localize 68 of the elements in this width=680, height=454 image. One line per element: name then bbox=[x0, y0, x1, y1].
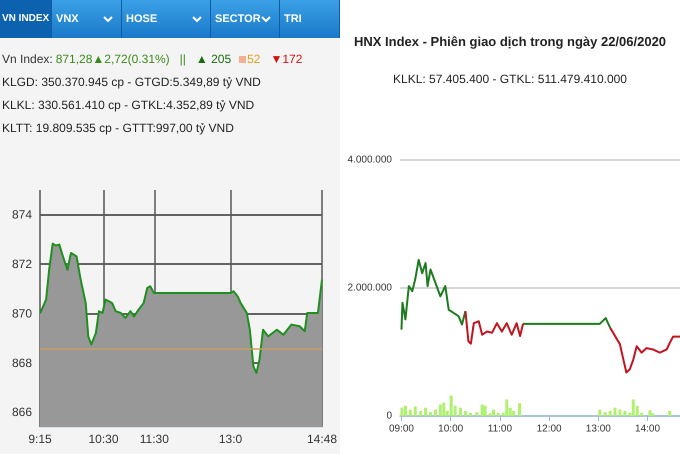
bar bbox=[598, 410, 602, 416]
bar bbox=[618, 410, 622, 416]
bar bbox=[404, 406, 407, 416]
x-tick-label: 13:0 bbox=[218, 432, 243, 446]
x-tick-label: 13:00 bbox=[586, 424, 612, 434]
text: 871,28▲2,72(0.31%) bbox=[56, 52, 170, 66]
y-tick-label: 2.000.000 bbox=[348, 282, 392, 294]
x-tick-label: 12:00 bbox=[536, 424, 562, 434]
bar bbox=[450, 396, 453, 416]
bar bbox=[614, 408, 617, 416]
chart-subtitle: KLKL: 57.405.400 - GTKL: 511.479.410.000 bbox=[393, 72, 628, 86]
bar bbox=[648, 410, 652, 416]
text: ▲ 205 bbox=[196, 52, 232, 66]
y-tick-label: 868 bbox=[12, 356, 32, 370]
bar bbox=[488, 413, 492, 416]
bar bbox=[468, 412, 472, 416]
bar bbox=[518, 403, 522, 416]
text: Vn Index: bbox=[2, 52, 53, 66]
y-tick-label: 0 bbox=[386, 410, 392, 422]
text: VNX bbox=[56, 13, 79, 25]
bar bbox=[414, 406, 417, 416]
chart-title: HNX Index - Phiên giao dịch trong ngày 22/06/2020 bbox=[354, 34, 666, 49]
bar bbox=[424, 408, 428, 416]
bar bbox=[459, 408, 462, 416]
text: KLKL: 330.561.410 cp - GTKL:4.352,89 tỷ VND bbox=[2, 98, 254, 112]
bar bbox=[419, 410, 422, 416]
bar bbox=[505, 399, 508, 416]
bar bbox=[475, 412, 478, 416]
text: TRI bbox=[284, 13, 302, 25]
bar bbox=[434, 410, 437, 416]
bar bbox=[480, 404, 484, 416]
x-tick-label: 9:15 bbox=[28, 432, 52, 446]
bar bbox=[668, 410, 672, 416]
bar bbox=[608, 410, 612, 416]
bar bbox=[492, 410, 495, 416]
y-tick-label: 866 bbox=[12, 405, 32, 420]
text: VN INDEX bbox=[2, 13, 50, 24]
bar bbox=[408, 410, 412, 416]
bar bbox=[604, 412, 607, 416]
x-tick-label: 11:00 bbox=[488, 424, 512, 434]
y-tick-label: 4.000.000 bbox=[348, 154, 392, 166]
text: SECTOR bbox=[215, 13, 261, 25]
bar bbox=[484, 406, 487, 416]
bar bbox=[400, 408, 404, 416]
x-tick-label: 14:00 bbox=[635, 424, 660, 434]
bar bbox=[496, 412, 500, 416]
bar bbox=[512, 410, 516, 416]
x-tick-label: 09:00 bbox=[388, 424, 414, 434]
text: 52 bbox=[247, 52, 260, 66]
text: KLTT: 19.809.535 cp - GTTT:997,00 tỷ VND bbox=[2, 121, 234, 135]
x-tick-label: 10:30 bbox=[88, 432, 119, 446]
bar bbox=[623, 410, 626, 416]
bar bbox=[442, 402, 446, 416]
bar bbox=[632, 399, 635, 416]
bar bbox=[464, 410, 467, 416]
bar bbox=[438, 404, 442, 416]
text: KLGD: 350.370.945 cp - GTGD:5.349,89 tỷ VND bbox=[2, 75, 261, 89]
x-tick-label: 11:30 bbox=[140, 432, 170, 446]
y-tick-label: 872 bbox=[12, 257, 32, 272]
bar bbox=[429, 412, 432, 416]
text: || bbox=[180, 52, 186, 66]
x-tick-label: 10:00 bbox=[438, 424, 464, 434]
y-tick-label: 870 bbox=[12, 306, 32, 320]
text: ▼172 bbox=[270, 52, 302, 66]
x-tick-label: 14:48 bbox=[306, 432, 338, 446]
y-tick-label: 874 bbox=[12, 208, 32, 222]
bar bbox=[651, 413, 654, 416]
text: HOSE bbox=[126, 13, 158, 25]
